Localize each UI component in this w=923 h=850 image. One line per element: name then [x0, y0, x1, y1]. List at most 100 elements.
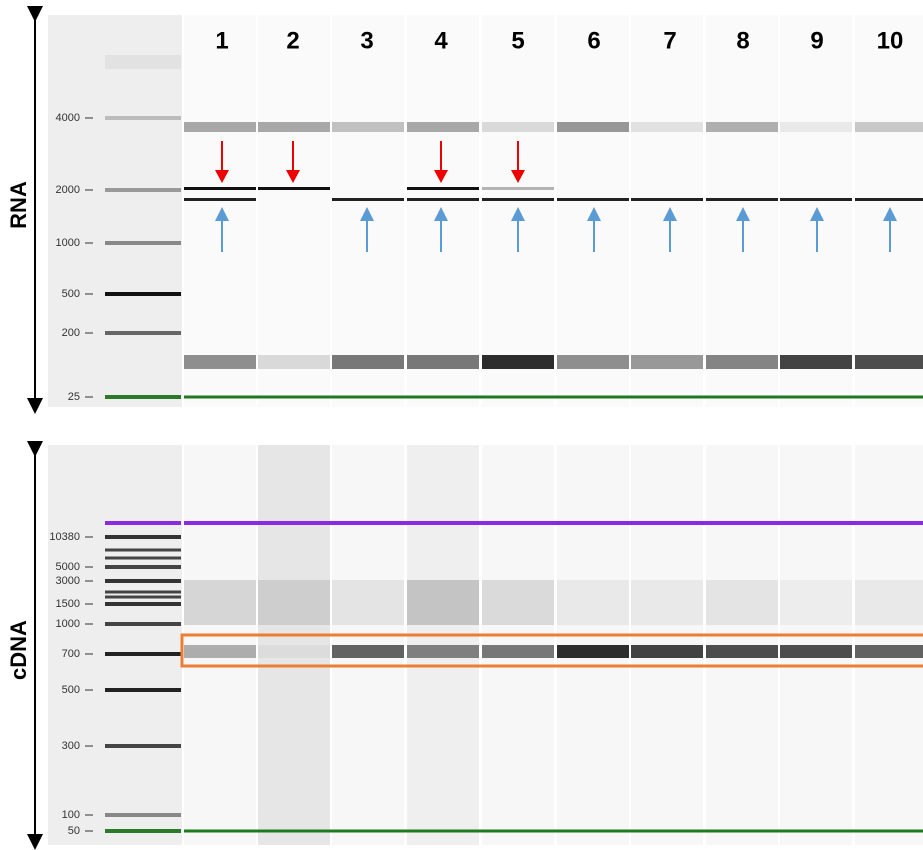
marker-line — [184, 395, 923, 399]
band — [557, 198, 629, 201]
band — [631, 645, 703, 658]
lane-number: 6 — [587, 27, 600, 54]
bands — [105, 15, 923, 845]
smear — [184, 580, 256, 625]
band — [184, 187, 256, 190]
ladder-band — [105, 595, 181, 599]
band — [258, 122, 330, 132]
ladder-band — [105, 590, 181, 594]
band — [258, 355, 330, 369]
ladder-band — [105, 535, 181, 539]
band — [780, 645, 852, 658]
blue-arrow-head — [810, 207, 824, 221]
tick-label: 100 — [62, 809, 80, 821]
ladder-band — [105, 602, 181, 606]
ladder-band — [105, 556, 181, 560]
lane-number: 5 — [511, 27, 524, 54]
ladder-band — [105, 744, 181, 748]
tick-label: 500 — [62, 684, 80, 696]
tick-label: 1500 — [56, 598, 80, 610]
band — [706, 198, 778, 201]
band — [706, 122, 778, 132]
highlight-box — [180, 633, 923, 668]
tick-label: 1000 — [56, 618, 80, 630]
tick-label: 25 — [68, 391, 80, 403]
band — [407, 187, 479, 190]
blue-arrow-head — [883, 207, 897, 221]
lane-number: 2 — [286, 27, 299, 54]
red-arrow-head — [434, 170, 448, 183]
red-arrow-head — [215, 170, 229, 183]
band — [407, 198, 479, 201]
band — [557, 645, 629, 658]
tick-label: 500 — [62, 288, 80, 300]
panel-label: RNA — [6, 181, 31, 229]
ladder-band — [105, 652, 181, 656]
ladder-band — [105, 55, 181, 69]
band — [706, 355, 778, 369]
arrows — [215, 141, 897, 252]
smear — [258, 580, 330, 625]
ladder-band — [105, 395, 181, 399]
tick-label: 3000 — [56, 575, 80, 587]
lane — [258, 445, 330, 845]
band — [557, 355, 629, 369]
lane-number: 10 — [877, 27, 904, 54]
band — [332, 355, 404, 369]
band — [258, 645, 330, 658]
band — [631, 355, 703, 369]
red-arrow-head — [511, 170, 525, 183]
smear — [332, 580, 404, 625]
ladder-band — [105, 116, 181, 120]
ladder-band — [105, 548, 181, 552]
ladder-band — [105, 331, 181, 335]
lane-number: 1 — [215, 27, 228, 54]
tick-label: 10380 — [49, 531, 80, 543]
marker-line — [184, 829, 923, 833]
ladder-band — [105, 688, 181, 692]
ladder-band — [105, 579, 181, 583]
ladder-band — [105, 521, 181, 525]
band — [855, 198, 923, 201]
band — [557, 122, 629, 132]
lane-number: 3 — [360, 27, 373, 54]
band — [332, 122, 404, 132]
panel-label: cDNA — [6, 620, 31, 680]
lane-number: 9 — [810, 27, 823, 54]
ladder-band — [105, 565, 181, 569]
ladder-band — [105, 241, 181, 245]
lane-number: 8 — [736, 27, 749, 54]
tick-label: 50 — [68, 825, 80, 837]
red-arrow-head — [286, 170, 300, 183]
lane-number: 4 — [434, 27, 448, 54]
smear — [557, 580, 629, 625]
band — [407, 645, 479, 658]
tick-label: 4000 — [56, 112, 80, 124]
band — [631, 122, 703, 132]
band — [407, 355, 479, 369]
band — [780, 198, 852, 201]
ladder-band — [105, 622, 181, 626]
band — [482, 355, 554, 369]
band — [184, 122, 256, 132]
ladder-band — [105, 829, 181, 833]
marker-line — [184, 521, 923, 525]
tick-label: 700 — [62, 648, 80, 660]
band — [407, 122, 479, 132]
band — [332, 645, 404, 658]
band — [855, 355, 923, 369]
ladder-panel — [48, 15, 182, 407]
tick-label: 2000 — [56, 184, 80, 196]
blue-arrow-head — [434, 207, 448, 221]
band — [482, 122, 554, 132]
band — [482, 198, 554, 201]
blue-arrow-head — [215, 207, 229, 221]
smear — [855, 580, 923, 625]
band — [780, 122, 852, 132]
lane-number: 7 — [663, 27, 676, 54]
band — [184, 645, 256, 658]
ladder-panel — [48, 445, 182, 845]
lane — [184, 445, 256, 845]
ladder-band — [105, 188, 181, 192]
